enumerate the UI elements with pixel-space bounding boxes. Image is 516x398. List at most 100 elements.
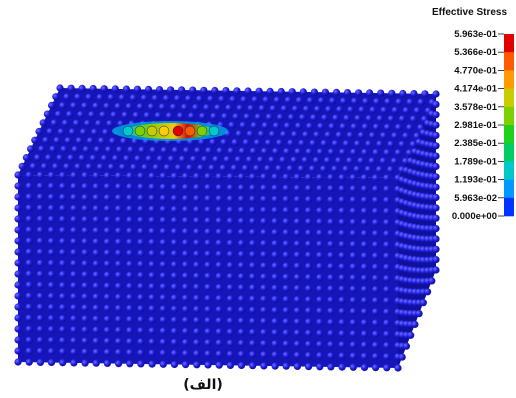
front-particle bbox=[14, 248, 22, 256]
front-particle bbox=[293, 251, 301, 259]
top-particle bbox=[361, 123, 369, 131]
top-particle bbox=[366, 89, 374, 97]
front-particle bbox=[81, 227, 89, 235]
front-particle bbox=[182, 350, 190, 358]
top-particle bbox=[200, 86, 208, 94]
top-particle bbox=[264, 164, 272, 172]
front-particle bbox=[148, 216, 156, 224]
front-particle bbox=[81, 249, 89, 257]
front-particle bbox=[159, 239, 167, 247]
front-particle bbox=[81, 304, 89, 312]
front-particle bbox=[237, 250, 246, 259]
top-particle bbox=[347, 106, 355, 114]
top-particle bbox=[222, 87, 230, 95]
front-particle bbox=[327, 341, 335, 349]
top-particle bbox=[331, 139, 339, 148]
top-particle bbox=[353, 165, 361, 173]
top-particle bbox=[335, 157, 343, 165]
front-particle bbox=[170, 183, 179, 191]
front-particle bbox=[372, 308, 380, 316]
side-particle bbox=[432, 245, 440, 253]
front-particle bbox=[14, 303, 22, 311]
front-particle bbox=[182, 316, 190, 324]
front-particle bbox=[148, 360, 156, 368]
front-particle bbox=[215, 217, 223, 225]
front-particle bbox=[282, 307, 290, 315]
top-particle bbox=[324, 131, 332, 139]
front-particle bbox=[237, 184, 246, 192]
top-particle bbox=[313, 131, 321, 139]
top-particle bbox=[239, 121, 247, 129]
top-particle bbox=[181, 103, 189, 111]
top-particle bbox=[249, 147, 257, 155]
top-particle bbox=[50, 119, 58, 127]
front-particle bbox=[226, 328, 234, 336]
top-particle bbox=[391, 106, 399, 114]
top-particle bbox=[140, 94, 148, 102]
top-particle bbox=[193, 172, 201, 180]
top-particle bbox=[276, 113, 284, 121]
front-particle bbox=[237, 262, 246, 270]
front-particle bbox=[182, 361, 190, 369]
front-particle bbox=[215, 239, 223, 247]
front-particle bbox=[237, 239, 246, 247]
front-particle bbox=[193, 217, 201, 225]
front-particle bbox=[249, 262, 257, 270]
front-particle bbox=[372, 252, 380, 260]
front-particle bbox=[137, 205, 145, 213]
front-particle bbox=[25, 248, 33, 256]
front-particle bbox=[271, 184, 279, 192]
side-particle bbox=[432, 256, 440, 264]
top-particle bbox=[273, 96, 281, 104]
front-particle bbox=[14, 215, 22, 223]
front-particle bbox=[293, 362, 301, 370]
top-particle bbox=[216, 147, 224, 155]
front-particle bbox=[372, 218, 380, 227]
hotspot-particle bbox=[208, 125, 220, 137]
top-particle bbox=[60, 145, 68, 153]
top-particle bbox=[320, 139, 328, 147]
front-particle bbox=[204, 350, 212, 358]
top-particle bbox=[98, 137, 106, 145]
front-particle bbox=[137, 271, 145, 280]
top-particle bbox=[103, 172, 111, 180]
top-particle bbox=[149, 146, 157, 154]
front-particle bbox=[293, 218, 301, 226]
top-particle bbox=[290, 156, 298, 164]
top-particle bbox=[343, 89, 352, 97]
side-particle bbox=[398, 353, 406, 361]
legend-label: 5.963e-02 bbox=[454, 193, 497, 204]
front-particle bbox=[349, 352, 357, 360]
front-particle bbox=[327, 352, 335, 360]
front-particle bbox=[25, 182, 33, 190]
front-particle bbox=[372, 330, 380, 338]
front-particle bbox=[372, 230, 380, 238]
side-particle bbox=[424, 288, 432, 296]
top-particle bbox=[85, 163, 93, 171]
top-particle bbox=[74, 163, 82, 171]
top-particle bbox=[310, 88, 318, 96]
top-particle bbox=[301, 156, 309, 164]
legend-color-segment bbox=[504, 179, 514, 199]
front-particle bbox=[271, 273, 279, 281]
front-particle bbox=[148, 294, 156, 302]
front-particle bbox=[47, 259, 56, 267]
top-particle bbox=[212, 155, 220, 163]
front-particle bbox=[47, 325, 56, 334]
top-particle bbox=[92, 172, 100, 180]
top-particle bbox=[253, 139, 261, 147]
top-particle bbox=[131, 137, 139, 145]
front-particle bbox=[327, 218, 335, 226]
front-particle bbox=[226, 239, 234, 247]
top-particle bbox=[86, 137, 94, 145]
top-particle bbox=[209, 138, 217, 146]
top-particle bbox=[42, 136, 50, 144]
side-particle bbox=[419, 299, 427, 307]
top-particle bbox=[64, 137, 72, 145]
top-particle bbox=[106, 120, 114, 128]
front-particle bbox=[92, 260, 100, 268]
front-particle bbox=[14, 281, 22, 289]
front-particle bbox=[204, 239, 212, 247]
front-particle bbox=[305, 318, 313, 326]
top-particle bbox=[241, 164, 250, 172]
